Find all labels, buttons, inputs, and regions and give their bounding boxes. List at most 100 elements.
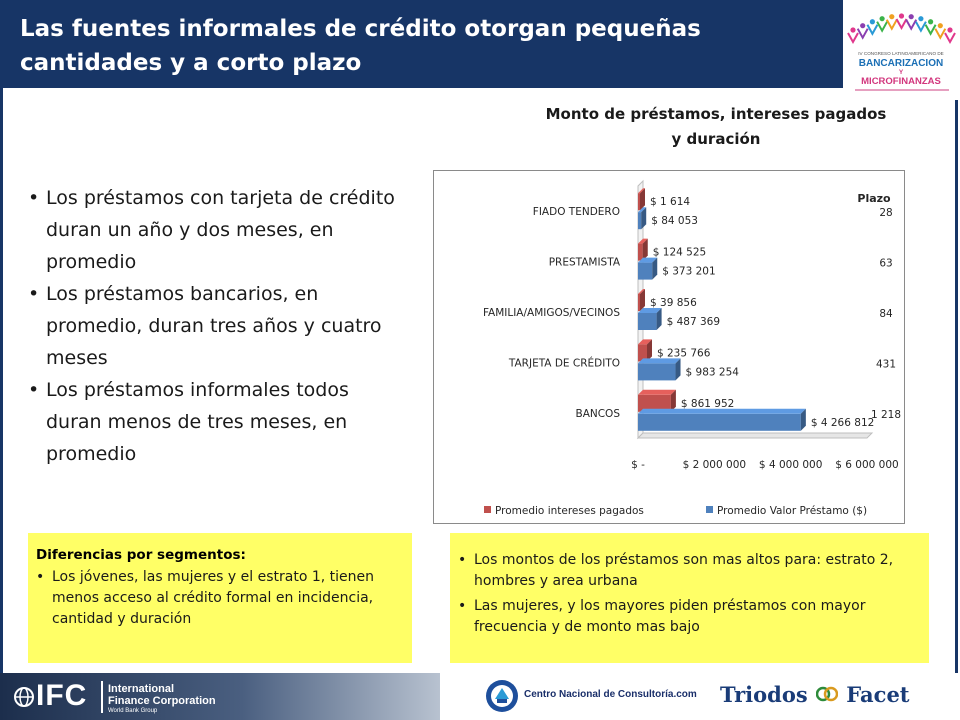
logo-figure-body <box>885 19 898 31</box>
logo-figure-body <box>866 24 879 36</box>
logo-figure-body <box>905 19 918 31</box>
x-tick-label: $ 2 000 000 <box>683 459 746 471</box>
logo-figure-body <box>895 18 908 31</box>
chart-title: Monto de préstamos, intereses pagados y … <box>545 105 887 148</box>
loan-findings-box: Los montos de los préstamos son mas alto… <box>450 533 929 663</box>
main-bullet-list: Los préstamos con tarjeta de crédito dur… <box>28 182 408 470</box>
data-label: $ 235 766 <box>657 347 711 359</box>
logo-figure-head <box>908 14 914 20</box>
bar-top-face <box>638 339 652 345</box>
bar <box>638 394 671 412</box>
bar <box>638 262 653 280</box>
x-tick-label: $ 4 000 000 <box>759 459 822 471</box>
frame-border-right <box>955 100 958 673</box>
frame-border-left <box>0 88 3 673</box>
plazo-title: Plazo <box>857 192 891 205</box>
triodos-facet-logo: Triodos Facet <box>720 682 910 707</box>
bullet-item: Los préstamos con tarjeta de crédito dur… <box>28 182 408 278</box>
logo-figure-body <box>856 28 869 40</box>
data-label: $ 84 053 <box>651 215 698 227</box>
logo-figure-body <box>847 32 859 45</box>
facet-text: Facet <box>846 682 910 707</box>
legend-swatch <box>484 506 491 513</box>
logo-figure-head <box>889 14 895 20</box>
logo-figure-head <box>928 19 934 25</box>
logo-figure-head <box>898 13 905 19</box>
logo-figure-body <box>944 32 956 45</box>
logo-figure-head <box>850 27 856 33</box>
x-tick-label: $ - <box>631 459 645 471</box>
bar-side-face <box>646 339 652 362</box>
triodos-knot-icon <box>815 686 839 702</box>
logo-underline <box>855 89 949 91</box>
bar-top-face <box>638 238 648 244</box>
bar-side-face <box>641 207 647 230</box>
bar <box>638 344 647 362</box>
logo-figure-body <box>934 28 947 40</box>
plazo-value: 1 218 <box>871 409 901 421</box>
segment-box-item: Los jóvenes, las mujeres y el estrato 1,… <box>36 567 406 630</box>
category-label: FAMILIA/AMIGOS/VECINOS <box>483 307 620 319</box>
bar-top-face <box>638 308 662 313</box>
bar <box>638 363 676 381</box>
bar-side-face <box>640 289 645 311</box>
bar <box>638 243 643 261</box>
triodos-text: Triodos <box>720 682 808 707</box>
bar-top-face <box>638 358 681 364</box>
legend-label: Promedio intereses pagados <box>495 505 644 517</box>
bar-side-face <box>656 308 662 330</box>
x-tick-label: $ 6 000 000 <box>835 459 898 471</box>
bar-top-face <box>638 257 658 263</box>
data-label: $ 1 614 <box>650 196 690 208</box>
plazo-value: 63 <box>879 258 892 270</box>
data-label: $ 983 254 <box>686 366 740 378</box>
bar-side-face <box>640 188 645 211</box>
logo-figure-body <box>924 24 937 36</box>
congress-logo: IV CONGRESO LATINOAMERICANO DE BANCARIZA… <box>843 0 960 100</box>
legend-swatch <box>706 506 713 513</box>
plazo-value: 28 <box>879 207 892 219</box>
bar-side-face <box>675 358 681 381</box>
bar-side-face <box>652 257 658 280</box>
segment-box-title: Diferencias por segmentos: <box>36 547 246 563</box>
bar-top-face <box>638 408 806 414</box>
bar-top-face <box>638 289 645 294</box>
plazo-value: 431 <box>876 358 896 370</box>
logo-figure-body <box>876 21 888 33</box>
logo-line-2: BANCARIZACION <box>859 58 943 69</box>
logo-figure-head <box>869 19 875 25</box>
data-label: $ 4 266 812 <box>811 417 874 429</box>
bar <box>638 212 642 230</box>
category-label: BANCOS <box>575 408 620 420</box>
bar <box>638 313 657 330</box>
bar-chart: FIADO TENDERO $ 1 614 $ 84 053 28 PRESTAMIST… <box>433 170 905 524</box>
data-label: $ 39 856 <box>650 297 697 309</box>
bar-top-face <box>638 207 647 213</box>
ifc-divider <box>101 681 103 713</box>
logo-figure-head <box>918 16 924 22</box>
legend-label: Promedio Valor Préstamo ($) <box>717 505 867 517</box>
logo-figure-head <box>937 23 943 29</box>
bullet-item: Los préstamos bancarios, en promedio, du… <box>28 278 408 374</box>
page-title: Las fuentes informales de crédito otorga… <box>20 16 701 76</box>
bar <box>638 413 801 431</box>
chart-floor <box>636 432 874 439</box>
congress-logo-graphic: IV CONGRESO LATINOAMERICANO DE BANCARIZA… <box>847 13 956 91</box>
bar <box>638 193 640 211</box>
segment-differences-box: Diferencias por segmentos: Los jóvenes, … <box>28 533 412 663</box>
logo-figure-head <box>947 27 953 33</box>
findings-item: Las mujeres, y los mayores piden préstam… <box>458 596 918 638</box>
ifc-name-line-2: Finance Corporation <box>108 695 216 707</box>
data-label: $ 373 201 <box>662 266 715 278</box>
plazo-value: 84 <box>879 308 893 320</box>
logo-figure-head <box>879 16 885 22</box>
data-label: $ 861 952 <box>681 398 734 410</box>
bar-chart-svg: FIADO TENDERO $ 1 614 $ 84 053 28 PRESTAMIST… <box>483 179 901 517</box>
bar-side-face <box>800 408 806 431</box>
findings-item: Los montos de los préstamos son mas alto… <box>458 550 918 592</box>
title-banner: Las fuentes informales de crédito otorga… <box>0 0 843 88</box>
logo-line-1: IV CONGRESO LATINOAMERICANO DE <box>858 51 943 56</box>
bar-side-face <box>642 238 648 261</box>
bar-top-face <box>638 389 676 395</box>
logo-figure-head <box>860 23 866 29</box>
